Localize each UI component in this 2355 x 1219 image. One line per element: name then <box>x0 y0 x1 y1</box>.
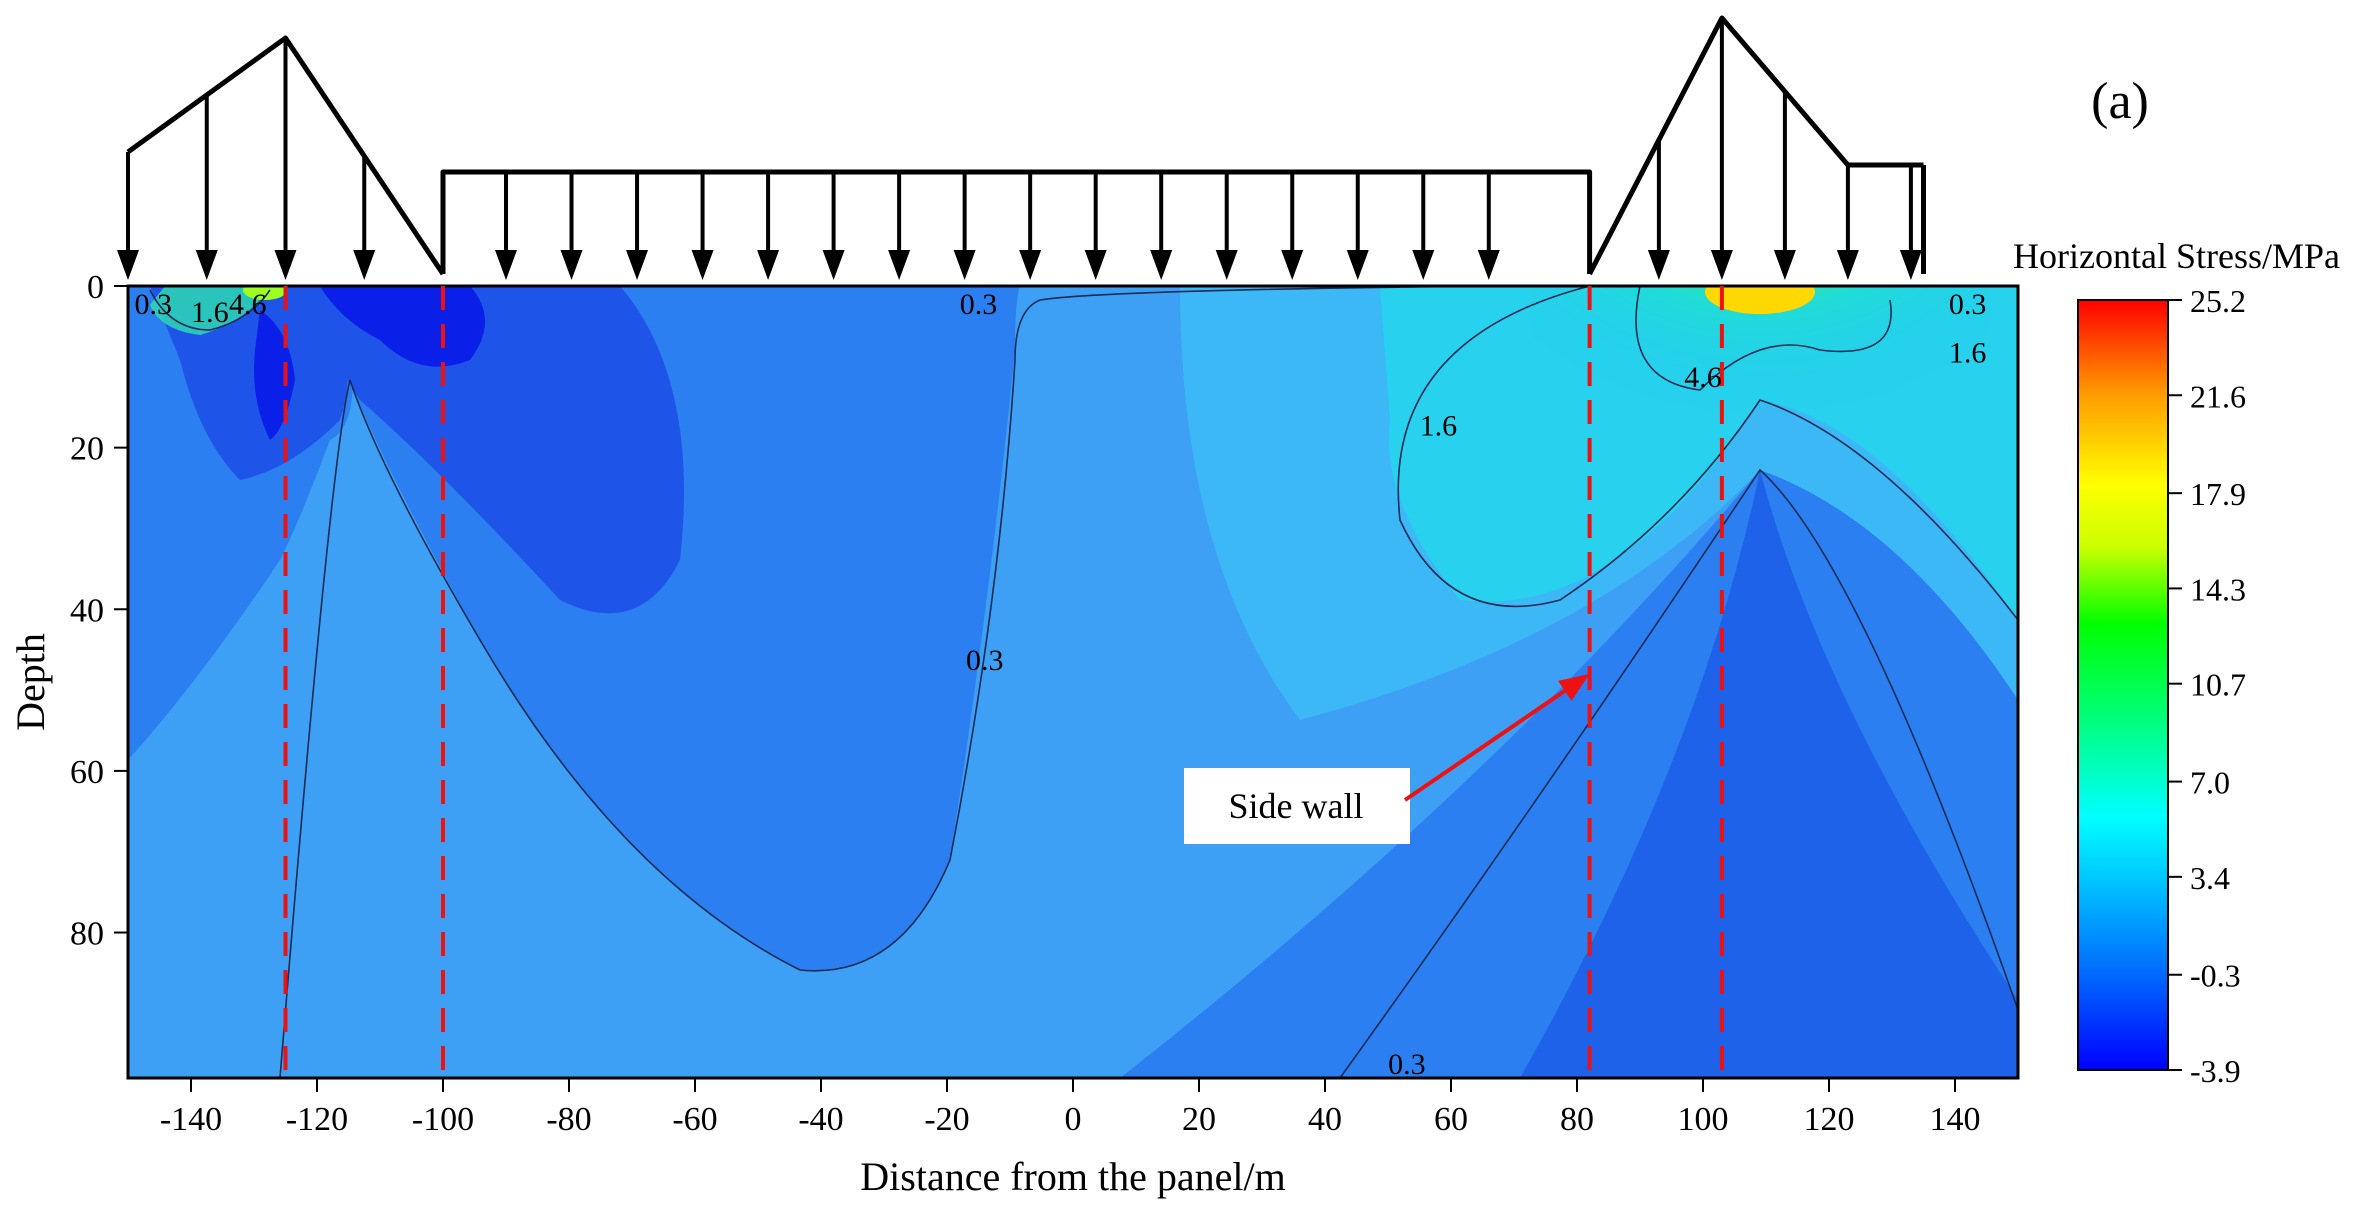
reference-lines <box>283 286 1724 1078</box>
contour-line-0.3-right <box>1339 468 2018 1078</box>
load-arrowhead <box>1281 250 1304 280</box>
load-arrowhead <box>1710 250 1733 280</box>
contour-line-4.6-right <box>1635 286 1892 391</box>
contour-line-1.6-left <box>149 289 271 331</box>
contour-labels: 0.3 1.6 4.6 0.30.31.64.60.31.60.3 <box>134 288 1986 1081</box>
load-arrowhead <box>495 250 517 280</box>
side-wall-annotation: Side wall <box>1184 673 1590 844</box>
annotation-box <box>1184 768 1410 844</box>
very-low-stress-lobe-right <box>1520 470 2018 1078</box>
colorbar-tick-label: 3.4 <box>2190 860 2230 896</box>
load-arrowhead <box>953 250 976 280</box>
load-arrowhead <box>1773 250 1796 280</box>
load-arrowhead <box>691 250 714 280</box>
load-arrowhead <box>888 250 911 280</box>
load-arrowhead <box>757 250 780 280</box>
contour-line-0.3-left-root <box>279 379 351 1078</box>
x-tick-label: 20 <box>1182 1101 1216 1138</box>
contour-label: 1.6 <box>1949 337 1987 370</box>
very-low-stress-lobe-upper <box>310 286 684 614</box>
peak-stress-core <box>1705 286 1815 314</box>
x-tick-label: 140 <box>1930 1101 1981 1138</box>
colorbar-tick-label: 21.6 <box>2190 378 2246 414</box>
load-arrowhead <box>1150 250 1173 280</box>
x-tick-label: -120 <box>286 1101 348 1138</box>
peak-stress-zone <box>1530 286 1990 500</box>
x-tick-label: -80 <box>546 1101 591 1138</box>
x-tick-label: 0 <box>1065 1101 1082 1138</box>
load-arrowhead <box>1412 250 1435 280</box>
load-arrowhead <box>822 250 845 280</box>
x-tick-label: -60 <box>672 1101 717 1138</box>
x-tick-label: -140 <box>160 1101 222 1138</box>
y-tick-label: 60 <box>70 754 104 791</box>
contour-lines <box>149 286 2018 1078</box>
contour-line-0.3-central <box>349 286 1501 972</box>
colorbar-tick-label: 14.3 <box>2190 571 2246 607</box>
load-arrowhead <box>195 250 218 280</box>
load-outline-uniform <box>440 169 1593 274</box>
load-arrowhead <box>1899 250 1922 280</box>
contour-label: 4.6 <box>229 288 267 321</box>
load-outline-right <box>1587 15 1924 276</box>
y-tick-label: 20 <box>70 431 104 468</box>
x-tick-label: -40 <box>798 1101 843 1138</box>
x-tick-label: -20 <box>924 1101 969 1138</box>
x-tick-label: 60 <box>1434 1101 1468 1138</box>
x-tick-label: 80 <box>1560 1101 1594 1138</box>
contour-label: 4.6 <box>1684 361 1722 394</box>
peak-stress-lobe-left-core <box>243 286 287 300</box>
colorbar-tick-label: 10.7 <box>2190 667 2246 703</box>
contour-label: 0.3 <box>1388 1048 1426 1081</box>
y-tick-label: 40 <box>70 592 104 629</box>
y-tick-label: 80 <box>70 916 104 953</box>
x-tick-label: 40 <box>1308 1101 1342 1138</box>
x-axis-title: Distance from the panel/m <box>860 1154 1285 1199</box>
y-axis-title: Depth <box>8 633 53 731</box>
x-axis: -140 -120 -100 -80 -60 -40 -20 0 20 40 60 80 100 120 1… <box>160 1078 1981 1138</box>
colorbar-tick-label: 7.0 <box>2190 765 2230 801</box>
load-arrowhead <box>1084 250 1107 280</box>
colorbar-title: Horizontal Stress/MPa <box>2013 236 2340 276</box>
colorbar: 25.2 21.6 17.9 14.3 10.7 7.0 3.4 -0.3 -3.9 <box>2077 283 2246 1089</box>
contour-label: 0.3 <box>134 288 172 321</box>
load-arrowhead <box>1647 250 1670 280</box>
contour-line-1.6-right <box>1397 286 2018 621</box>
y-tick-label: 0 <box>87 269 104 306</box>
contour-label: 0.3 <box>1949 288 1987 321</box>
colorbar-tick-label: -3.9 <box>2190 1053 2241 1089</box>
annotation-arrow <box>1403 689 1566 802</box>
load-arrowhead <box>274 250 297 280</box>
x-tick-label: 100 <box>1678 1101 1729 1138</box>
y-axis: 0 20 40 60 80 <box>70 269 128 953</box>
panel-label: (a) <box>2091 73 2149 130</box>
load-arrowhead <box>1215 250 1238 280</box>
x-tick-label: -100 <box>412 1101 474 1138</box>
contour-label: 0.3 <box>960 288 998 321</box>
load-arrowhead <box>1477 250 1500 280</box>
colorbar-tick-label: -0.3 <box>2190 958 2241 994</box>
colorbar-tick-label: 25.2 <box>2190 283 2246 319</box>
x-tick-label: 120 <box>1804 1101 1855 1138</box>
load-arrowhead <box>560 250 583 280</box>
load-arrowhead <box>626 250 649 280</box>
contour-label: 1.6 <box>1420 409 1458 442</box>
colorbar-gradient <box>2077 299 2169 1071</box>
load-arrowhead <box>1346 250 1369 280</box>
colorbar-tick-label: 17.9 <box>2190 476 2246 512</box>
annotation-text: Side wall <box>1229 786 1364 826</box>
load-arrowhead <box>353 250 376 280</box>
stress-field <box>128 286 2018 1078</box>
contour-label: 0.3 <box>966 644 1004 677</box>
load-arrowhead <box>117 250 139 280</box>
load-arrowhead <box>1019 250 1042 280</box>
annotation-arrowhead <box>1558 673 1590 701</box>
load-arrowhead <box>1836 250 1859 280</box>
load-diagram <box>117 15 1926 280</box>
contour-label: 1.6 <box>191 296 229 329</box>
